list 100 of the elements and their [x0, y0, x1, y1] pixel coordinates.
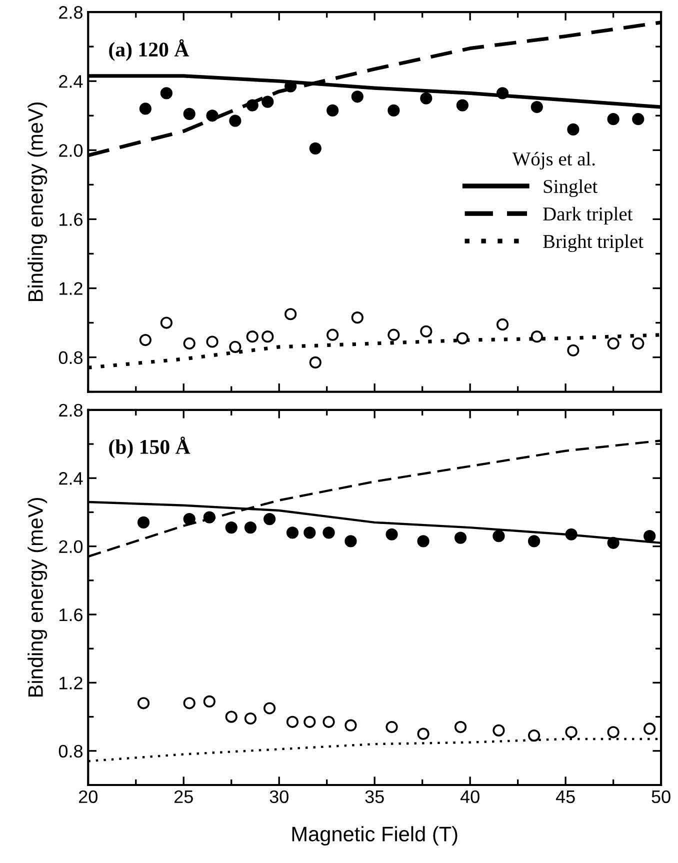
- point: [417, 535, 430, 548]
- point: [322, 526, 335, 539]
- point: [326, 328, 339, 341]
- legend-title: Wójs et al.: [512, 152, 595, 170]
- y-tick-label: 1.2: [60, 282, 82, 295]
- point: [644, 530, 656, 542]
- point: [456, 99, 468, 112]
- point: [284, 80, 297, 92]
- point: [183, 512, 196, 526]
- point: [454, 532, 467, 544]
- point: [160, 316, 172, 329]
- point: [244, 712, 257, 725]
- point: [496, 87, 509, 100]
- point: [225, 710, 238, 723]
- y-tick-label: 2.8: [59, 6, 82, 19]
- point: [264, 702, 276, 714]
- point: [206, 336, 218, 348]
- y-axis-title: Binding energy (meV): [28, 498, 48, 696]
- point: [632, 113, 644, 126]
- point: [528, 535, 540, 548]
- y-tick-label: 0.8: [58, 351, 82, 364]
- point: [492, 530, 505, 542]
- point: [225, 522, 238, 534]
- point: [206, 110, 218, 122]
- x-tick-label: 50: [652, 790, 670, 804]
- point: [565, 726, 578, 738]
- x-tick-label: 40: [460, 790, 480, 804]
- point: [262, 330, 274, 343]
- point: [496, 318, 509, 331]
- point: [284, 308, 297, 320]
- y-tick-label: 2.0: [59, 540, 83, 554]
- point: [137, 516, 150, 528]
- point: [530, 100, 543, 114]
- point: [417, 728, 430, 740]
- y-tick-label: 1.6: [60, 608, 82, 622]
- legend-label: Bright triplet: [543, 234, 644, 252]
- annotation: (a) 120 Å: [109, 39, 190, 61]
- point: [286, 716, 299, 728]
- y-tick-label: 2.4: [59, 472, 83, 485]
- point: [530, 330, 543, 343]
- point: [139, 102, 152, 115]
- y-tick-label: 2.0: [59, 144, 83, 157]
- annotation: (b) 150 Å: [109, 436, 190, 458]
- point: [386, 720, 398, 734]
- point: [607, 113, 620, 126]
- legend-label: Dark triplet: [543, 206, 633, 225]
- y-axis-title: Binding energy (meV): [28, 102, 48, 301]
- point: [229, 114, 242, 127]
- y-tick-label: 2.4: [59, 75, 83, 88]
- point: [454, 720, 467, 734]
- point: [607, 536, 620, 549]
- point: [607, 337, 620, 350]
- point: [203, 695, 216, 708]
- point: [351, 90, 364, 103]
- point: [246, 330, 258, 343]
- x-tick-label: 45: [556, 790, 575, 804]
- x-tick-label: 30: [270, 790, 288, 804]
- point: [607, 726, 620, 738]
- y-tick-label: 1.6: [60, 213, 82, 226]
- point: [229, 340, 242, 353]
- point: [183, 337, 196, 350]
- point: [344, 535, 357, 548]
- point: [632, 337, 644, 350]
- point: [309, 356, 322, 369]
- point: [386, 528, 398, 540]
- point: [388, 104, 400, 117]
- y-tick-label: 2.8: [59, 404, 82, 417]
- y-tick-label: 1.2: [60, 676, 82, 690]
- point: [262, 96, 274, 108]
- point: [309, 142, 322, 154]
- point: [304, 526, 316, 539]
- legend-label: Singlet: [544, 179, 598, 198]
- point: [326, 104, 339, 117]
- point: [644, 722, 656, 735]
- point: [304, 716, 316, 728]
- point: [139, 334, 152, 346]
- point: [203, 511, 216, 524]
- y-tick-label: 0.8: [58, 744, 82, 758]
- point: [388, 328, 400, 341]
- point: [567, 123, 580, 136]
- point: [246, 99, 258, 112]
- x-axis-title: Magnetic Field (T): [292, 826, 458, 846]
- point: [420, 325, 432, 338]
- x-tick-label: 35: [365, 790, 384, 804]
- point: [456, 332, 468, 344]
- point: [351, 312, 364, 324]
- point: [183, 697, 196, 710]
- point: [565, 528, 578, 540]
- point: [420, 92, 432, 104]
- point: [137, 697, 150, 710]
- point: [183, 108, 196, 120]
- point: [567, 344, 580, 356]
- point: [264, 512, 276, 526]
- point: [160, 87, 172, 100]
- point: [286, 526, 299, 539]
- point: [322, 716, 335, 728]
- point: [344, 719, 357, 732]
- point: [528, 729, 540, 742]
- x-tick-label: 25: [174, 790, 193, 804]
- point: [492, 724, 505, 736]
